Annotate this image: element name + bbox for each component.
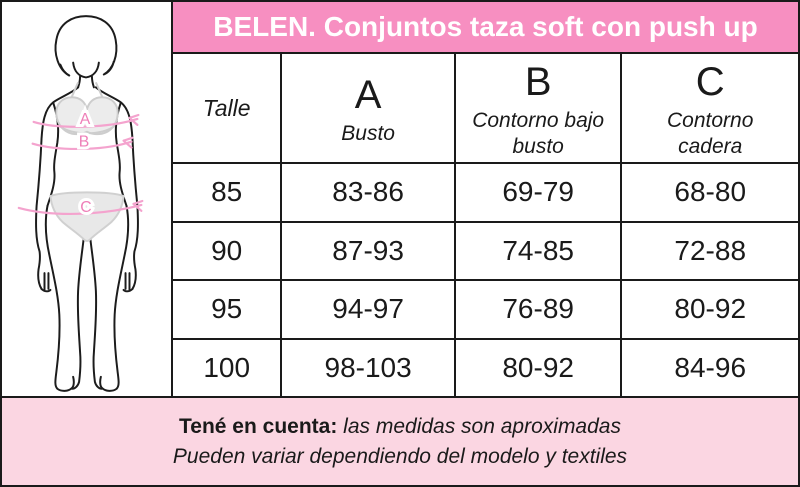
page-title: BELEN. Conjuntos taza soft con push up [213,11,758,42]
cell-busto: 83-86 [282,164,456,221]
underwear [49,81,125,242]
cell-cadera: 80-92 [674,293,747,325]
face-outline [72,61,100,79]
cell-cadera: 68-80 [674,176,747,208]
arrow-a-bust [32,117,139,128]
arrow-b-head [122,136,134,149]
hand-left [40,272,52,293]
table-header-row: Talle A Busto B Contorno bajo busto C Co… [173,54,798,164]
disclaimer-footer: Tené en cuenta: las medidas son aproxima… [2,398,798,485]
table-row: 85 83-86 69-79 68-80 [173,164,798,223]
cell-talle: 100 [173,339,283,396]
talle-label: Talle [202,94,251,121]
header-cell-c: C Contorno cadera [622,54,798,162]
bra-band [58,125,116,135]
label-b: B [79,134,90,151]
leg-right-inner [88,234,103,390]
leg-left-outer [44,204,75,392]
cell-talle: 95 [173,281,283,338]
disclaimer-line-2: Pueden variar dependiendo del modelo y t… [172,444,628,468]
cell-busto: 98-103 [282,339,456,396]
cell-cadera: 84-96 [674,351,747,383]
table-row: 90 87-93 74-85 72-88 [173,222,798,281]
col-letter-b: B [524,60,552,105]
col-sub-b: Contorno bajo busto [472,109,605,158]
disclaimer-lead: Tené en cuenta: [179,415,338,439]
disclaimer-rest: las medidas son aproximadas [337,415,621,439]
cell-bajo-busto: 69-79 [456,164,623,221]
arrow-b-underbust [31,140,133,151]
header-cell-talle: Talle [173,54,283,162]
cell-cadera: 72-88 [674,234,747,266]
measurement-arrows [17,113,144,215]
col-sub-a: Busto [341,121,395,145]
hair-outline [54,15,118,77]
hand-right [122,272,134,293]
label-c: C [80,199,91,216]
cell-busto: 94-97 [282,281,456,338]
neck-right [90,75,95,89]
col-sub-c: Contorno cadera [667,109,754,158]
size-table-panel: BELEN. Conjuntos taza soft con push up T… [173,2,798,396]
title-bar: BELEN. Conjuntos taza soft con push up [173,2,798,54]
header-cell-a: A Busto [282,54,456,162]
leg-left-inner [71,234,86,390]
col-letter-a: A [354,72,382,117]
cell-busto: 87-93 [282,222,456,279]
cell-bajo-busto: 80-92 [456,339,623,396]
cell-bajo-busto: 74-85 [456,222,623,279]
cell-talle: 90 [173,222,283,279]
label-a: A [80,111,91,128]
body-outline [35,15,139,392]
table-row: 95 94-97 76-89 80-92 [173,281,798,340]
table-row: 100 98-103 80-92 84-96 [173,339,798,396]
col-letter-c: C [695,60,725,105]
arrow-a-head [128,113,140,126]
leg-right-outer [99,204,130,392]
measurement-labels: A B C [76,108,95,219]
disclaimer-line-1: Tené en cuenta: las medidas son aproxima… [179,412,621,441]
arrow-c-hip [17,203,143,215]
cell-talle: 85 [173,164,283,221]
bra-straps [70,81,104,99]
header-cell-b: B Contorno bajo busto [456,54,623,162]
woman-silhouette-diagram: A B C [17,15,144,392]
neck-left [77,75,82,89]
top-section: A B C BELEN. Conjuntos taza soft con pus… [2,2,798,398]
hair-flick [59,63,71,77]
arrow-c-head [132,199,144,212]
body-measurement-figure: A B C [2,2,173,396]
panties [49,191,125,242]
cell-bajo-busto: 76-89 [456,281,623,338]
